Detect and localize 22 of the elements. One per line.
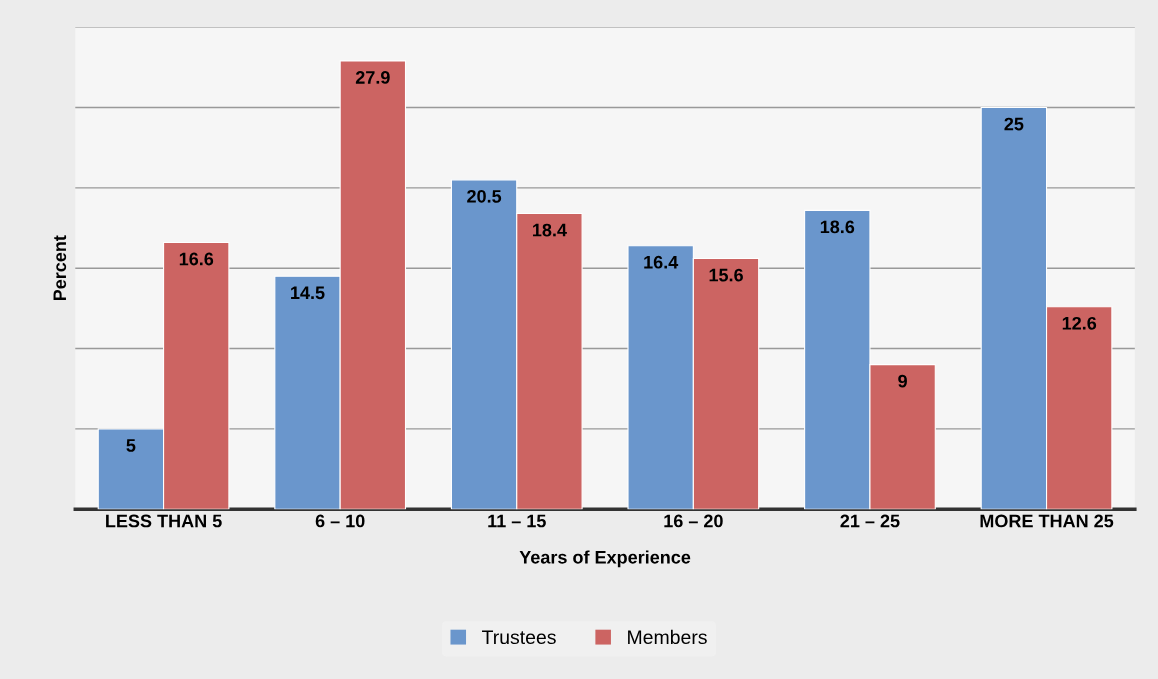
data-label: 16.6 [179,252,214,266]
x-tick-label: 6 – 10 [315,514,365,528]
data-label: 18.6 [820,220,855,234]
data-label: 27.9 [355,71,390,84]
x-tick-label: LESS THAN 5 [106,514,222,528]
data-label: 5 [126,439,136,452]
data-label: 14.5 [291,286,325,300]
data-label: 12.6 [1062,316,1097,330]
x-tick-label: 21 – 25 [840,514,900,528]
data-label: 20.5 [467,189,502,203]
x-axis-title: Years of Experience [519,550,691,568]
data-label: 15.6 [709,268,743,282]
data-label: 18.4 [533,223,567,237]
data-label: 9 [898,374,907,388]
data-label: 25 [1004,117,1024,131]
y-axis-title: Percent [53,235,67,301]
legend-label: Members [628,629,707,645]
x-tick-label: 16 – 20 [664,514,723,528]
x-tick-label: MORE THAN 25 [980,514,1114,528]
x-tick-label: 11 – 15 [488,514,546,528]
data-label: 16.4 [644,255,679,269]
legend-label: Trustees [482,630,556,645]
